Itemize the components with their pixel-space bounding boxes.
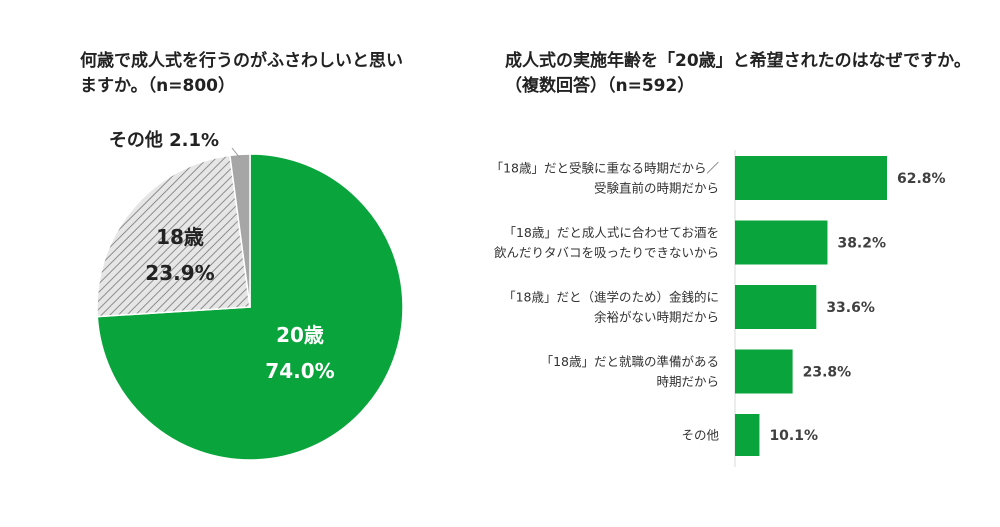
pie-chart: 20歳 74.0% 18歳 23.9% その他 2.1% (96, 129, 404, 461)
bar-value-4: 10.1% (769, 428, 818, 444)
bar-category-label-1-0: 「18歳」だと成人式に合わせてお酒を (503, 225, 719, 240)
pie-label-sonota: その他 2.1% (109, 129, 219, 151)
bar-category-label-0-1: 受験直前の時期だから (594, 181, 719, 196)
bar-chart: 62.8% 「18歳」だと受験に重なる時期だから／ 受験直前の時期だから 38.2% 「… (491, 150, 946, 467)
pie-label-18-sai: 18歳 (156, 225, 204, 249)
bar-category-label-0-0: 「18歳」だと受験に重なる時期だから／ (491, 161, 720, 176)
bar-1 (735, 220, 828, 265)
bar-3 (735, 349, 793, 394)
bar-0 (735, 156, 887, 200)
bar-category-label-3-1: 時期だから (656, 374, 719, 389)
pie-slice-1 (96, 154, 251, 318)
bar-category-label-2-1: 余裕がない時期だから (594, 310, 719, 325)
bar-value-2: 33.6% (826, 300, 875, 316)
pie-value-20-sai: 74.0% (265, 359, 334, 383)
pie-label-20-sai: 20歳 (276, 323, 324, 347)
pie-value-18-sai: 23.9% (145, 261, 214, 285)
pie-chart-title: 何歳で成人式を行うのがふさわしいと思いますか。（n=800） (80, 51, 403, 96)
bar-category-label-4-0: その他 (681, 428, 719, 443)
bar-category-label-2-0: 「18歳」だと（進学のため）金銭的に (503, 290, 719, 305)
bar-category-label-3-0: 「18歳」だと就職の準備がある (541, 354, 719, 369)
bar-value-3: 23.8% (803, 365, 852, 381)
bar-value-0: 62.8% (897, 171, 946, 187)
pie-slice-2 (229, 153, 251, 308)
bar-2 (735, 285, 817, 329)
bar-value-1: 38.2% (837, 236, 886, 252)
bar-category-label-1-1: 飲んだりタバコを吸ったりできないから (494, 245, 719, 260)
pie-leader-line (231, 147, 241, 159)
bar-chart-title: 成人式の実施年齢を「20歳」と希望されたのはなぜですか。（複数回答）（n=592… (505, 51, 971, 96)
bar-4 (735, 414, 760, 456)
